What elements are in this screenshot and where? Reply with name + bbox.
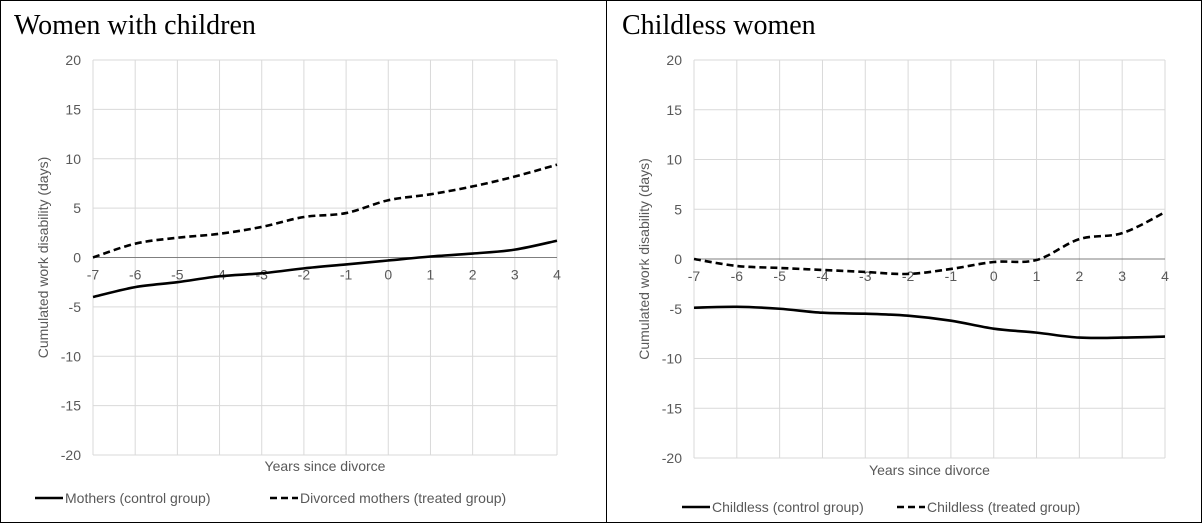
y-tick-label: 5 (674, 201, 682, 217)
y-tick-label: -20 (61, 447, 81, 463)
x-axis-label: Years since divorce (869, 462, 990, 478)
series-line-control (693, 305, 1166, 340)
x-tick-label: -6 (129, 267, 142, 283)
legend-label: Childless (treated group) (927, 499, 1080, 515)
y-tick-label: 0 (73, 250, 81, 266)
series-line-treated (92, 163, 558, 259)
panel-title: Childless women (622, 10, 816, 41)
y-tick-label: -10 (662, 351, 682, 367)
y-tick-label: 0 (674, 251, 682, 267)
y-tick-label: 10 (65, 151, 81, 167)
series-line-control (92, 239, 558, 299)
y-tick-label: -15 (662, 400, 682, 416)
x-tick-label: -7 (688, 268, 701, 284)
gridlines (92, 59, 558, 456)
x-tick-label: -5 (773, 268, 786, 284)
x-tick-label: -1 (340, 267, 353, 283)
y-axis-label: Cumulated work disability (days) (35, 157, 51, 359)
x-tick-label: -2 (902, 268, 915, 284)
panel-divider (606, 0, 607, 523)
x-tick-label: 3 (1118, 268, 1126, 284)
y-tick-label: 10 (666, 152, 682, 168)
panel-title: Women with children (14, 10, 256, 41)
series-line-treated (693, 211, 1166, 276)
x-tick-label: 2 (469, 267, 477, 283)
x-tick-label: 0 (384, 267, 392, 283)
legend-label: Mothers (control group) (65, 490, 211, 506)
legend-label: Divorced mothers (treated group) (300, 490, 506, 506)
y-axis-label: Cumulated work disability (days) (636, 158, 652, 360)
y-tick-label: 15 (666, 102, 682, 118)
y-tick-label: 5 (73, 200, 81, 216)
x-tick-label: 3 (511, 267, 519, 283)
x-tick-label: -7 (87, 267, 100, 283)
x-tick-label: 2 (1075, 268, 1083, 284)
y-tick-label: 20 (666, 52, 682, 68)
y-tick-label: 20 (65, 52, 81, 68)
y-tick-label: -20 (662, 450, 682, 466)
x-tick-label: -6 (731, 268, 744, 284)
legend: Mothers (control group) Divorced mothers … (35, 490, 506, 506)
x-tick-label: 4 (553, 267, 561, 283)
legend-label: Childless (control group) (712, 499, 864, 515)
x-tick-label: 1 (1033, 268, 1041, 284)
x-tick-label: -1 (945, 268, 958, 284)
x-tick-label: -5 (171, 267, 184, 283)
x-tick-label: -4 (816, 268, 829, 284)
y-tick-label: 15 (65, 101, 81, 117)
y-tick-label: -5 (69, 299, 82, 315)
x-tick-label: -4 (213, 267, 226, 283)
x-tick-label: -3 (859, 268, 872, 284)
x-tick-label: -2 (298, 267, 311, 283)
y-tick-label: -15 (61, 398, 81, 414)
y-tick-label: -10 (61, 348, 81, 364)
x-tick-label: 1 (427, 267, 435, 283)
panel-women-with-children: Women with children 20 15 10 5 0 -5 -10 -15 -20-… (14, 10, 561, 506)
x-axis-label: Years since divorce (265, 458, 386, 474)
legend: Childless (control group) Childless (trea… (682, 499, 1080, 515)
x-tick-label: 0 (990, 268, 998, 284)
x-tick-label: 4 (1161, 268, 1169, 284)
panel-childless-women: Childless women 20 15 10 5 0 -5 -10 -15 -20 -7 -6-… (607, 0, 1202, 523)
y-tick-label: -5 (670, 301, 683, 317)
